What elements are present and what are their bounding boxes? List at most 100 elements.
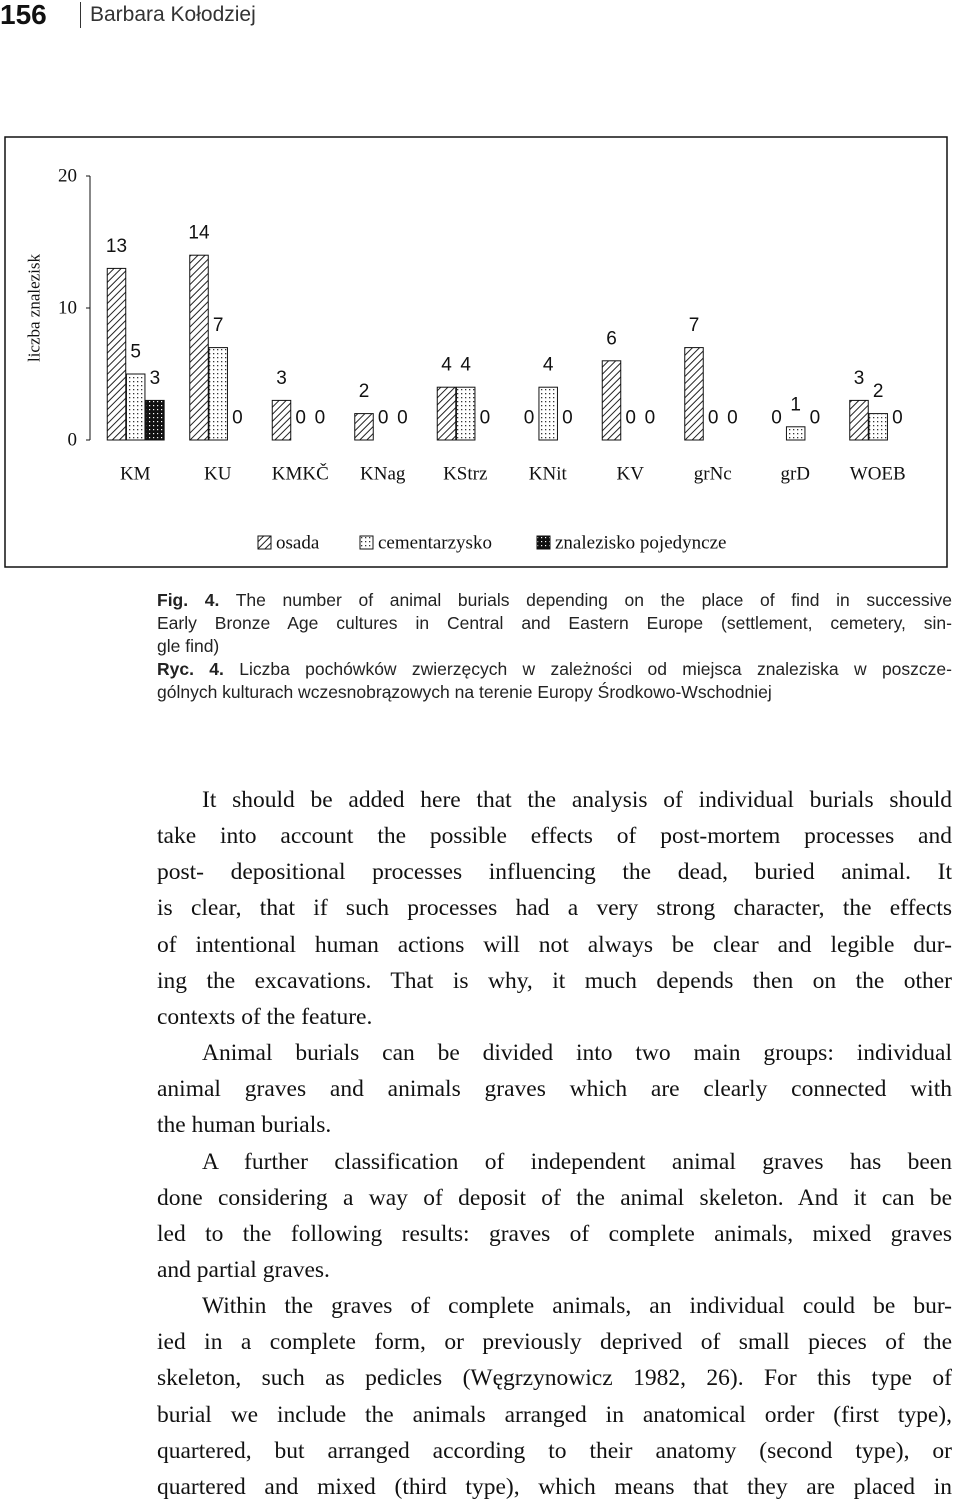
body-line: post- depositional processes influencing…	[157, 859, 952, 886]
data-label: 0	[378, 408, 389, 429]
bar	[125, 373, 146, 441]
caption-label: Fig. 4.	[157, 590, 220, 610]
data-label: 0	[892, 408, 903, 429]
data-label: 7	[213, 315, 224, 336]
caption-line: gólnych kulturach wczesnobrązowych na te…	[157, 681, 952, 704]
y-axis-title: liczba znalezisk	[25, 253, 44, 362]
chart-frame	[4, 136, 948, 568]
data-label: 4	[441, 355, 452, 376]
x-tick-label: KM	[120, 464, 151, 485]
caption-line: Fig. 4. The number of animal burials dep…	[157, 589, 952, 612]
data-label: 4	[543, 355, 554, 376]
body-line: is clear, that if such processes had a v…	[157, 895, 952, 922]
x-tick-label: grD	[780, 464, 810, 485]
body-line: Within the graves of complete animals, a…	[202, 1293, 952, 1320]
body-line: A further classification of independent …	[202, 1148, 952, 1175]
body-line: of intentional human actions will not al…	[157, 931, 952, 958]
data-label: 2	[359, 381, 370, 402]
y-tick-label: 10	[58, 298, 77, 319]
x-tick-label: KNag	[360, 464, 406, 485]
bar	[538, 386, 558, 441]
legend-swatch	[257, 535, 272, 550]
caption-text: The number of animal burials depending o…	[235, 590, 953, 610]
bar	[455, 386, 476, 441]
body-line: Animal burials can be divided into two m…	[202, 1040, 952, 1067]
body-line: ied in a complete form, or previously de…	[157, 1329, 952, 1356]
body-line: and partial graves.	[157, 1256, 330, 1283]
body-line: contexts of the feature.	[157, 1003, 373, 1030]
bar	[868, 413, 888, 441]
data-label: 0	[562, 408, 573, 429]
caption-line: Ryc. 4. Liczba pochówków zwierzęcych w z…	[157, 658, 952, 681]
data-label: 0	[524, 408, 535, 429]
x-tick-label: KV	[617, 464, 645, 485]
body-line: quartered, but arranged according to the…	[157, 1437, 952, 1464]
bar	[189, 254, 209, 441]
body-line: ing the excavations. That is why, it muc…	[157, 967, 952, 994]
y-tick-label: 0	[68, 430, 78, 451]
body-line: animal graves and animals graves which a…	[157, 1076, 952, 1103]
data-label: 0	[295, 408, 306, 429]
body-line: quartered and mixed (third type), which …	[157, 1473, 952, 1500]
data-label: 0	[727, 408, 738, 429]
body-line: burial we include the animals arranged i…	[157, 1401, 952, 1428]
data-label: 5	[130, 342, 141, 363]
legend-label: cementarzysko	[378, 533, 492, 554]
data-label: 3	[150, 368, 161, 389]
y-tick-label: 20	[58, 166, 77, 187]
data-label: 3	[276, 368, 287, 389]
data-label: 0	[645, 408, 656, 429]
legend-swatch	[359, 535, 374, 550]
legend-swatch	[536, 535, 551, 550]
data-label: 0	[708, 408, 719, 429]
caption-label: Ryc. 4.	[157, 659, 224, 679]
data-label: 2	[873, 381, 884, 402]
body-line: It should be added here that the analysi…	[202, 787, 952, 813]
bar	[436, 386, 457, 441]
page-number: 156	[0, 0, 47, 30]
x-tick-label: grNc	[694, 464, 732, 485]
data-label: 0	[810, 408, 821, 429]
body-line: led to the following results: graves of …	[157, 1220, 952, 1247]
body-line: take into account the possible effects o…	[157, 823, 952, 850]
bar	[106, 267, 127, 441]
caption-line: Early Bronze Age cultures in Central and…	[157, 612, 952, 635]
data-label: 6	[606, 328, 617, 349]
body-line: done considering a way of deposit of the…	[157, 1184, 952, 1211]
bar	[354, 413, 374, 441]
bar	[684, 347, 704, 441]
data-label: 7	[689, 315, 700, 336]
caption-text: Early Bronze Age cultures in Central and…	[157, 613, 952, 633]
author: Barbara Kołodziej	[90, 3, 256, 26]
x-tick-label: KU	[204, 464, 232, 485]
data-label: 1	[790, 394, 801, 415]
caption-text: Liczba pochówków zwierzęcych w zależnośc…	[239, 659, 952, 679]
bar	[785, 426, 806, 441]
data-label: 0	[480, 408, 491, 429]
bar	[849, 399, 869, 441]
legend-label: znalezisko pojedyncze	[555, 533, 726, 554]
caption-line: gle find)	[157, 635, 952, 658]
body-line: the human burials.	[157, 1112, 332, 1139]
data-label: 0	[625, 408, 636, 429]
data-label: 13	[106, 236, 127, 257]
bar	[208, 347, 228, 441]
legend-label: osada	[276, 533, 320, 554]
data-label: 3	[854, 368, 865, 389]
data-label: 0	[771, 408, 782, 429]
header-divider	[80, 2, 81, 28]
bar	[271, 399, 292, 441]
bar	[601, 360, 622, 441]
data-label: 14	[188, 223, 210, 244]
body-line: skeleton, such as pedicles (Węgrzynowicz…	[157, 1365, 952, 1392]
bar	[145, 399, 165, 441]
data-label: 0	[315, 408, 326, 429]
caption-text: gle find)	[157, 636, 220, 656]
x-tick-label: KNit	[529, 464, 568, 485]
data-label: 0	[397, 408, 408, 429]
chart: liczba znalezisk 01020KM1353KU1470KMKČ30…	[4, 136, 948, 568]
data-label: 0	[232, 408, 243, 429]
caption-text: gólnych kulturach wczesnobrązowych na te…	[157, 682, 772, 702]
x-tick-label: KStrz	[443, 464, 487, 485]
